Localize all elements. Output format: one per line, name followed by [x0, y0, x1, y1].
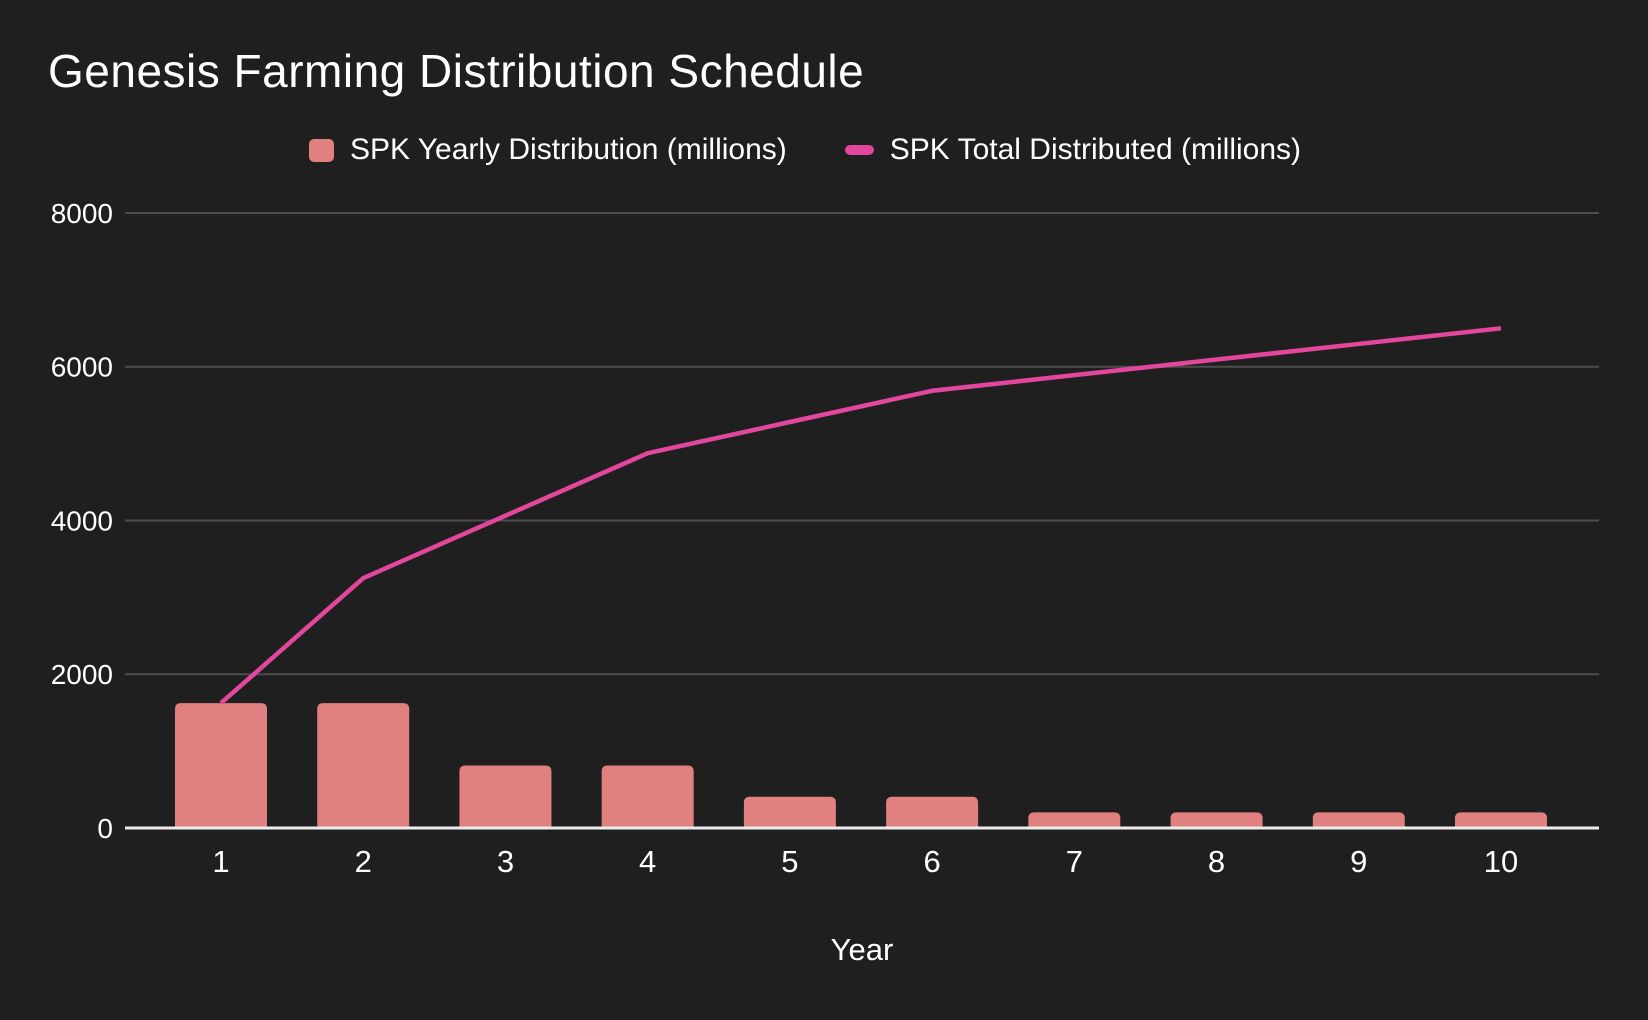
bar-year-5 [743, 796, 836, 828]
x-tick-label-5: 5 [781, 844, 798, 879]
y-tick-label: 8000 [51, 198, 113, 229]
x-axis-title: Year [831, 932, 894, 967]
x-tick-label-1: 1 [212, 844, 229, 879]
legend-label-yearly: SPK Yearly Distribution (millions) [349, 133, 787, 166]
bar-year-8 [1170, 812, 1263, 828]
y-tick-label: 6000 [51, 352, 113, 383]
bar-year-9 [1312, 812, 1405, 828]
bar-year-3 [459, 765, 552, 828]
bar-year-6 [886, 796, 979, 828]
x-tick-label-10: 10 [1484, 844, 1518, 879]
bar-year-4 [601, 765, 694, 828]
y-tick-label: 2000 [51, 659, 113, 690]
x-tick-label-2: 2 [355, 844, 372, 879]
chart-title: Genesis Farming Distribution Schedule [48, 45, 865, 97]
total-distributed-line [219, 326, 1502, 705]
y-tick-label: 4000 [51, 505, 113, 536]
bar-series-swatch-icon [308, 138, 334, 162]
legend-item-total: SPK Total Distributed (millions) [844, 133, 1302, 167]
legend-item-yearly: SPK Yearly Distribution (millions) [308, 133, 787, 167]
x-tick-label-3: 3 [497, 844, 514, 879]
x-tick-label-8: 8 [1208, 844, 1225, 879]
bar-year-7 [1028, 812, 1121, 828]
bar-year-1 [175, 703, 267, 828]
legend-label-total: SPK Total Distributed (millions) [889, 133, 1302, 166]
y-tick-label: 0 [97, 813, 113, 844]
x-tick-label-4: 4 [639, 844, 656, 879]
bar-year-10 [1455, 812, 1547, 828]
legend: SPK Yearly Distribution (millions) SPK T… [0, 124, 1610, 176]
bar-year-2 [317, 703, 410, 828]
x-tick-label-6: 6 [923, 844, 940, 879]
x-tick-label-9: 9 [1350, 844, 1367, 879]
line-series-swatch-icon [844, 145, 874, 155]
x-tick-label-7: 7 [1066, 844, 1083, 879]
